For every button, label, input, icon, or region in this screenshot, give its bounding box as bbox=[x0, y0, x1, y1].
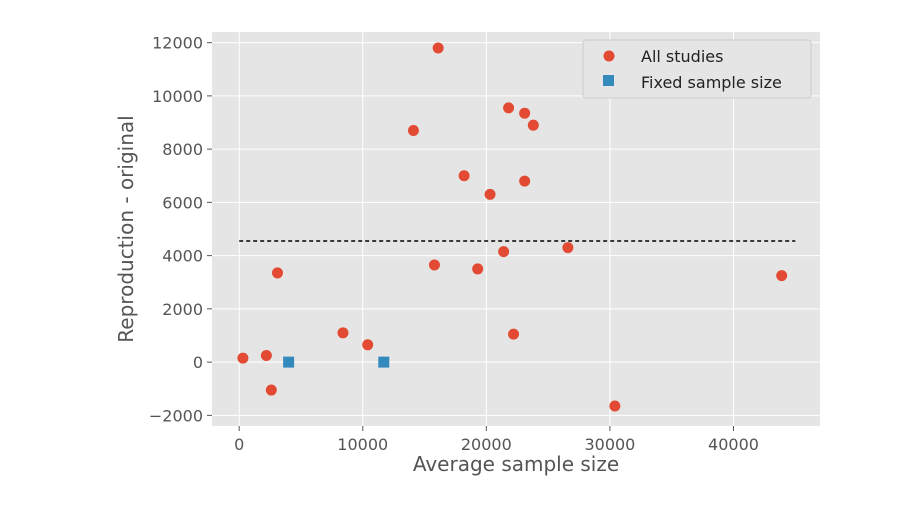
y-axis-label: Reproduction - original bbox=[114, 115, 138, 342]
y-tick-label: 12000 bbox=[152, 34, 203, 53]
x-tick-label: 0 bbox=[234, 435, 244, 454]
data-point-all-studies bbox=[271, 267, 283, 279]
data-point-all-studies bbox=[432, 42, 444, 54]
data-point-all-studies bbox=[484, 188, 496, 200]
data-point-all-studies bbox=[458, 170, 470, 182]
data-point-all-studies bbox=[519, 107, 531, 119]
x-axis-label: Average sample size bbox=[413, 452, 619, 476]
data-point-all-studies bbox=[562, 242, 574, 254]
data-point-all-studies bbox=[498, 246, 510, 258]
y-tick-label: −2000 bbox=[149, 406, 203, 425]
data-point-all-studies bbox=[776, 270, 788, 282]
legend-label-fixed-sample-size: Fixed sample size bbox=[641, 73, 782, 92]
legend-box bbox=[582, 39, 812, 99]
grid-lines bbox=[212, 32, 820, 426]
x-tick-label: 10000 bbox=[337, 435, 388, 454]
data-point-all-studies bbox=[508, 328, 520, 340]
legend: All studies Fixed sample size bbox=[582, 39, 812, 99]
data-point-all-studies bbox=[527, 119, 539, 131]
y-tick-label: 10000 bbox=[152, 87, 203, 106]
x-tick-label: 20000 bbox=[461, 435, 512, 454]
data-point-all-studies bbox=[503, 102, 515, 114]
data-point-all-studies bbox=[237, 352, 249, 364]
y-axis-ticks: −2000 0 2000 4000 6000 8000 10000 12000 bbox=[149, 34, 212, 425]
y-tick-label: 0 bbox=[193, 353, 203, 372]
x-axis-ticks: 0 10000 20000 30000 40000 bbox=[234, 426, 759, 454]
data-point-all-studies bbox=[609, 400, 621, 412]
legend-marker-all-studies bbox=[603, 50, 615, 62]
legend-marker-fixed-sample-size bbox=[603, 75, 614, 86]
data-point-all-studies bbox=[337, 327, 349, 339]
y-tick-label: 6000 bbox=[162, 193, 203, 212]
data-point-all-studies bbox=[428, 259, 440, 271]
data-points bbox=[237, 42, 788, 412]
legend-label-all-studies: All studies bbox=[641, 47, 723, 66]
data-point-all-studies bbox=[265, 384, 277, 396]
data-point-fixed-sample-size bbox=[283, 356, 295, 368]
y-tick-label: 4000 bbox=[162, 247, 203, 266]
y-tick-label: 8000 bbox=[162, 140, 203, 159]
data-point-all-studies bbox=[472, 263, 484, 275]
y-tick-label: 2000 bbox=[162, 300, 203, 319]
x-tick-label: 30000 bbox=[584, 435, 635, 454]
data-point-all-studies bbox=[519, 175, 531, 187]
data-point-all-studies bbox=[260, 349, 272, 361]
data-point-all-studies bbox=[362, 339, 374, 351]
data-point-fixed-sample-size bbox=[378, 356, 390, 368]
x-tick-label: 40000 bbox=[708, 435, 759, 454]
data-point-all-studies bbox=[407, 125, 419, 136]
